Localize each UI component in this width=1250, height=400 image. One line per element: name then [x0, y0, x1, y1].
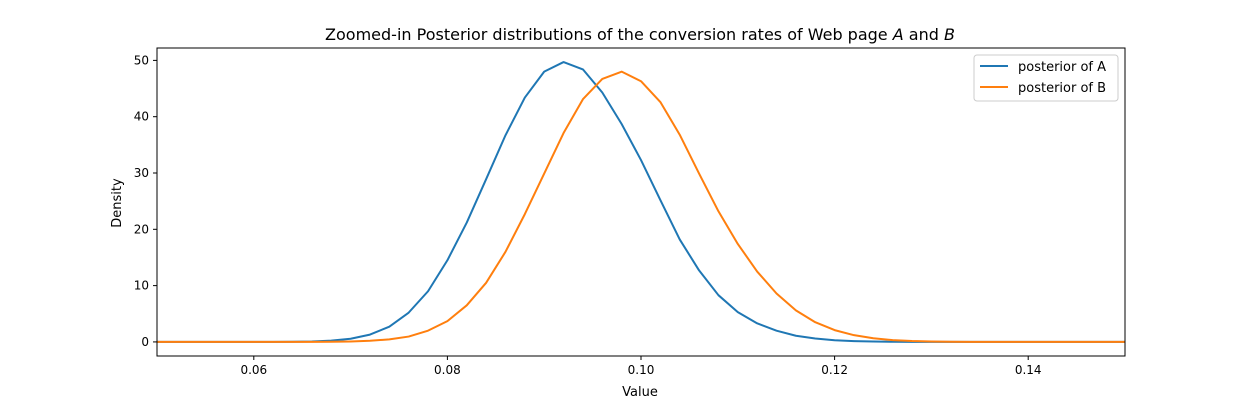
axes-group: 0.06 0.08 0.10 0.12 0.14 0 10 20 30 40 50: [134, 47, 1126, 377]
y-axis-label: Density: [110, 178, 125, 228]
chart-title-page-b: B: [944, 25, 955, 44]
x-tick-label: 0.08: [434, 363, 461, 377]
y-tick-label: 10: [134, 279, 149, 293]
chart-title-page-a: A: [892, 25, 904, 44]
x-tick-label: 0.12: [821, 363, 848, 377]
chart-title: Zoomed-in Posterior distributions of the…: [325, 25, 955, 44]
series-line-posterior-b: [157, 70, 1125, 343]
legend-box: [973, 54, 1119, 102]
legend-label-posterior-a: posterior of A: [1018, 60, 1106, 75]
y-tick-label: 20: [134, 222, 149, 236]
y-tick-label: 50: [134, 53, 149, 67]
x-tick-label: 0.10: [628, 363, 655, 377]
chart-title-middle: and: [904, 25, 944, 44]
series-group: [157, 61, 1125, 343]
y-tick-label: 0: [141, 335, 149, 349]
x-axis-label: Value: [622, 385, 658, 400]
y-tick-label: 30: [134, 166, 149, 180]
x-tick-label: 0.06: [240, 363, 267, 377]
chart-title-prefix: Zoomed-in Posterior distributions of the…: [325, 25, 893, 44]
y-tick-label: 40: [134, 110, 149, 124]
x-tick-label: 0.14: [1015, 363, 1042, 377]
legend: posterior of A posterior of B: [973, 54, 1119, 102]
legend-label-posterior-b: posterior of B: [1018, 81, 1106, 96]
